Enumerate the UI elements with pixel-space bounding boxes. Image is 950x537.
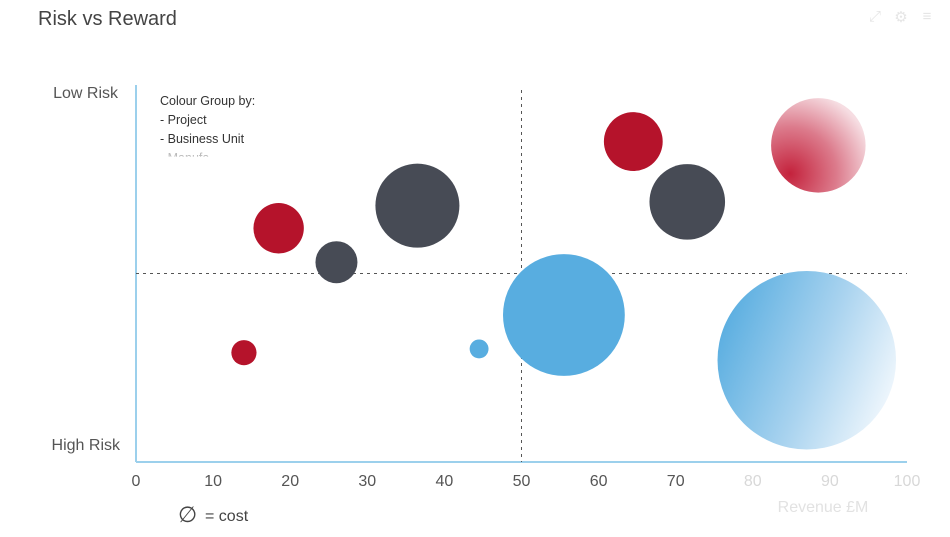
x-tick-label: 60 — [590, 473, 608, 490]
bubble-point — [315, 241, 358, 284]
x-tick-label: 40 — [436, 473, 454, 490]
bubble-point — [503, 254, 625, 376]
x-tick-label: 20 — [281, 473, 299, 490]
x-tick-label: 30 — [358, 473, 376, 490]
bubble-point — [231, 340, 257, 366]
menu-icon[interactable]: ≡ — [922, 8, 932, 25]
bubble-point — [253, 203, 304, 254]
y-top-label: Low Risk — [53, 85, 119, 102]
x-tick-label: 90 — [821, 473, 839, 490]
x-tick-label: 0 — [132, 473, 141, 490]
chart-toolbar: ⤢ ⚙ ≡ — [866, 8, 936, 26]
bubble-point — [375, 163, 460, 248]
legend-note-item: - Project — [160, 113, 207, 127]
x-tick-label: 80 — [744, 473, 762, 490]
size-legend-symbol: ∅ — [178, 502, 197, 527]
bubble-point — [649, 164, 726, 240]
legend-note-item: - Manufa... — [160, 151, 220, 165]
x-axis-label: Revenue £M — [778, 499, 869, 516]
size-legend-label: = cost — [205, 508, 249, 525]
bubble-point — [717, 270, 897, 450]
bubble-point — [603, 112, 663, 171]
legend-note-item: - Business Unit — [160, 132, 245, 146]
x-tick-label: 70 — [667, 473, 685, 490]
gear-icon[interactable]: ⚙ — [894, 9, 908, 26]
chart-title: Risk vs Reward — [38, 8, 177, 30]
expand-icon[interactable]: ⤢ — [868, 8, 881, 25]
y-bottom-label: High Risk — [52, 437, 121, 454]
legend-note-title: Colour Group by: — [160, 94, 255, 108]
bubble-point — [771, 98, 866, 193]
x-tick-label: 50 — [513, 473, 531, 490]
x-tick-label: 100 — [894, 473, 921, 490]
bubble-point — [469, 339, 489, 359]
x-tick-label: 10 — [204, 473, 222, 490]
